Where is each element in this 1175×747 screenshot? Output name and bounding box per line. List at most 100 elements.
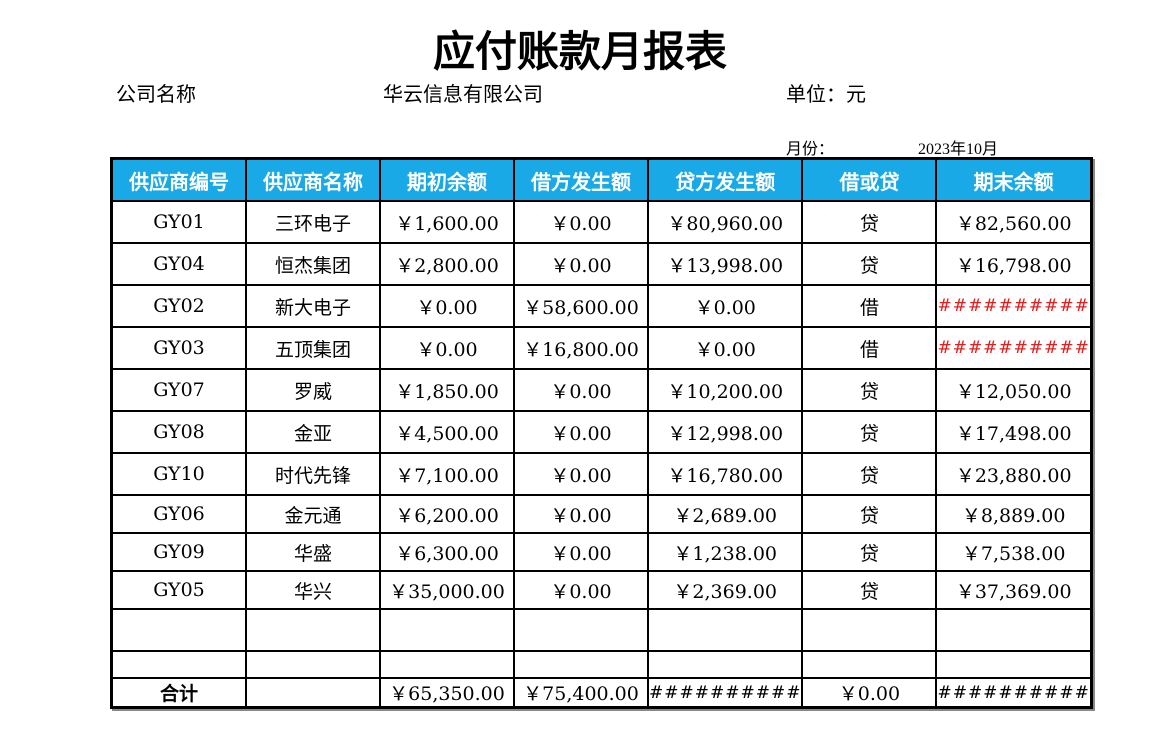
- table-cell[interactable]: ￥0.00: [513, 570, 649, 610]
- table-cell[interactable]: 借: [801, 326, 938, 370]
- table-cell[interactable]: GY04: [110, 242, 247, 286]
- table-cell[interactable]: [801, 608, 938, 652]
- table-cell[interactable]: [513, 650, 649, 679]
- table-cell[interactable]: 贷: [801, 200, 938, 244]
- table-cell[interactable]: 贷: [801, 410, 938, 454]
- table-cell[interactable]: [245, 650, 381, 679]
- table-cell[interactable]: ￥58,600.00: [513, 284, 649, 328]
- table-cell[interactable]: GY05: [110, 570, 247, 610]
- table-cell[interactable]: [935, 650, 1093, 679]
- table-cell[interactable]: 时代先锋: [245, 452, 381, 496]
- table-cell[interactable]: 贷: [801, 242, 938, 286]
- table-cell[interactable]: ￥0.00: [646, 284, 804, 328]
- column-header: 期初余额: [379, 157, 515, 202]
- table-cell[interactable]: ￥65,350.00: [379, 677, 515, 709]
- table-cell[interactable]: ￥7,100.00: [379, 452, 515, 496]
- table-cell[interactable]: [646, 650, 804, 679]
- table-cell[interactable]: ￥6,200.00: [379, 494, 515, 534]
- table-cell[interactable]: ##########: [935, 326, 1093, 370]
- table-cell[interactable]: ￥17,498.00: [935, 410, 1093, 454]
- table-cell[interactable]: [110, 650, 247, 679]
- table-cell[interactable]: 三环电子: [245, 200, 381, 244]
- table-cell[interactable]: ##########: [935, 284, 1093, 328]
- table-cell[interactable]: ￥8,889.00: [935, 494, 1093, 534]
- column-header: 贷方发生额: [646, 157, 804, 202]
- table-cell[interactable]: [935, 608, 1093, 652]
- table-cell[interactable]: ￥37,369.00: [935, 570, 1093, 610]
- table-cell[interactable]: [245, 608, 381, 652]
- table-cell[interactable]: ￥2,369.00: [646, 570, 804, 610]
- table-cell[interactable]: GY06: [110, 494, 247, 534]
- table-cell[interactable]: ￥0.00: [513, 200, 649, 244]
- table-cell[interactable]: ￥16,800.00: [513, 326, 649, 370]
- table-cell[interactable]: 金元通: [245, 494, 381, 534]
- table-cell[interactable]: 华兴: [245, 570, 381, 610]
- table-cell[interactable]: ￥80,960.00: [646, 200, 804, 244]
- table-row: GY02 新大电子 ￥0.00 ￥58,600.00 ￥0.00 借 ##########: [110, 284, 1093, 328]
- table-cell[interactable]: ￥2,800.00: [379, 242, 515, 286]
- table-cell[interactable]: GY07: [110, 368, 247, 412]
- table-cell[interactable]: 贷: [801, 452, 938, 496]
- table-cell[interactable]: 罗威: [245, 368, 381, 412]
- table-cell[interactable]: ##########: [646, 677, 804, 709]
- table-cell[interactable]: 贷: [801, 532, 938, 572]
- header-row: 供应商编号 供应商名称 期初余额 借方发生额 贷方发生额 借或贷 期末余额: [110, 157, 1093, 202]
- table-row: GY05 华兴 ￥35,000.00 ￥0.00 ￥2,369.00 贷 ￥37,369.0…: [110, 570, 1093, 610]
- table-cell[interactable]: [110, 608, 247, 652]
- table-cell[interactable]: GY02: [110, 284, 247, 328]
- table-cell[interactable]: 新大电子: [245, 284, 381, 328]
- table-cell[interactable]: ￥0.00: [513, 368, 649, 412]
- table-row: GY01 三环电子 ￥1,600.00 ￥0.00 ￥80,960.00 贷 ￥82,560…: [110, 200, 1093, 244]
- table-row: GY06 金元通 ￥6,200.00 ￥0.00 ￥2,689.00 贷 ￥8,889.00: [110, 494, 1093, 534]
- table-cell[interactable]: 恒杰集团: [245, 242, 381, 286]
- table-cell[interactable]: ￥16,798.00: [935, 242, 1093, 286]
- table-cell[interactable]: ￥2,689.00: [646, 494, 804, 534]
- table-cell[interactable]: 贷: [801, 368, 938, 412]
- total-row: 合计 ￥65,350.00 ￥75,400.00 ########## ￥0.00 ###…: [110, 677, 1093, 709]
- table-cell[interactable]: ￥10,200.00: [646, 368, 804, 412]
- table-cell[interactable]: [801, 650, 938, 679]
- table-cell[interactable]: ￥1,850.00: [379, 368, 515, 412]
- table-cell[interactable]: GY03: [110, 326, 247, 370]
- table-cell[interactable]: ￥12,998.00: [646, 410, 804, 454]
- table-cell[interactable]: 贷: [801, 494, 938, 534]
- table-cell[interactable]: 金亚: [245, 410, 381, 454]
- table-cell[interactable]: [379, 608, 515, 652]
- table-cell[interactable]: ￥75,400.00: [513, 677, 649, 709]
- table-cell[interactable]: ￥1,238.00: [646, 532, 804, 572]
- table-cell[interactable]: ￥1,600.00: [379, 200, 515, 244]
- table-cell[interactable]: 五顶集团: [245, 326, 381, 370]
- table-cell[interactable]: ￥23,880.00: [935, 452, 1093, 496]
- table-cell[interactable]: GY01: [110, 200, 247, 244]
- table-cell[interactable]: [513, 608, 649, 652]
- table-cell[interactable]: GY09: [110, 532, 247, 572]
- table-cell[interactable]: ￥0.00: [379, 284, 515, 328]
- column-header: 期末余额: [935, 157, 1093, 202]
- table-cell[interactable]: 合计: [110, 677, 247, 709]
- table-cell[interactable]: GY10: [110, 452, 247, 496]
- table-cell[interactable]: [245, 677, 381, 709]
- table-cell[interactable]: ￥12,050.00: [935, 368, 1093, 412]
- table-cell[interactable]: 借: [801, 284, 938, 328]
- table-cell[interactable]: ￥16,780.00: [646, 452, 804, 496]
- table-cell[interactable]: ￥0.00: [379, 326, 515, 370]
- table-cell[interactable]: GY08: [110, 410, 247, 454]
- table-cell[interactable]: ￥0.00: [513, 452, 649, 496]
- table-cell[interactable]: ￥4,500.00: [379, 410, 515, 454]
- table-cell[interactable]: ￥0.00: [513, 410, 649, 454]
- table-cell[interactable]: ##########: [935, 677, 1093, 709]
- table-cell[interactable]: 华盛: [245, 532, 381, 572]
- table-cell[interactable]: ￥6,300.00: [379, 532, 515, 572]
- table-cell[interactable]: ￥0.00: [513, 532, 649, 572]
- table-cell[interactable]: [379, 650, 515, 679]
- table-cell[interactable]: ￥13,998.00: [646, 242, 804, 286]
- table-cell[interactable]: 贷: [801, 570, 938, 610]
- table-cell[interactable]: ￥0.00: [801, 677, 938, 709]
- table-cell[interactable]: ￥0.00: [513, 494, 649, 534]
- table-cell[interactable]: ￥0.00: [513, 242, 649, 286]
- table-cell[interactable]: ￥82,560.00: [935, 200, 1093, 244]
- table-cell[interactable]: ￥7,538.00: [935, 532, 1093, 572]
- table-cell[interactable]: ￥0.00: [646, 326, 804, 370]
- table-cell[interactable]: [646, 608, 804, 652]
- table-cell[interactable]: ￥35,000.00: [379, 570, 515, 610]
